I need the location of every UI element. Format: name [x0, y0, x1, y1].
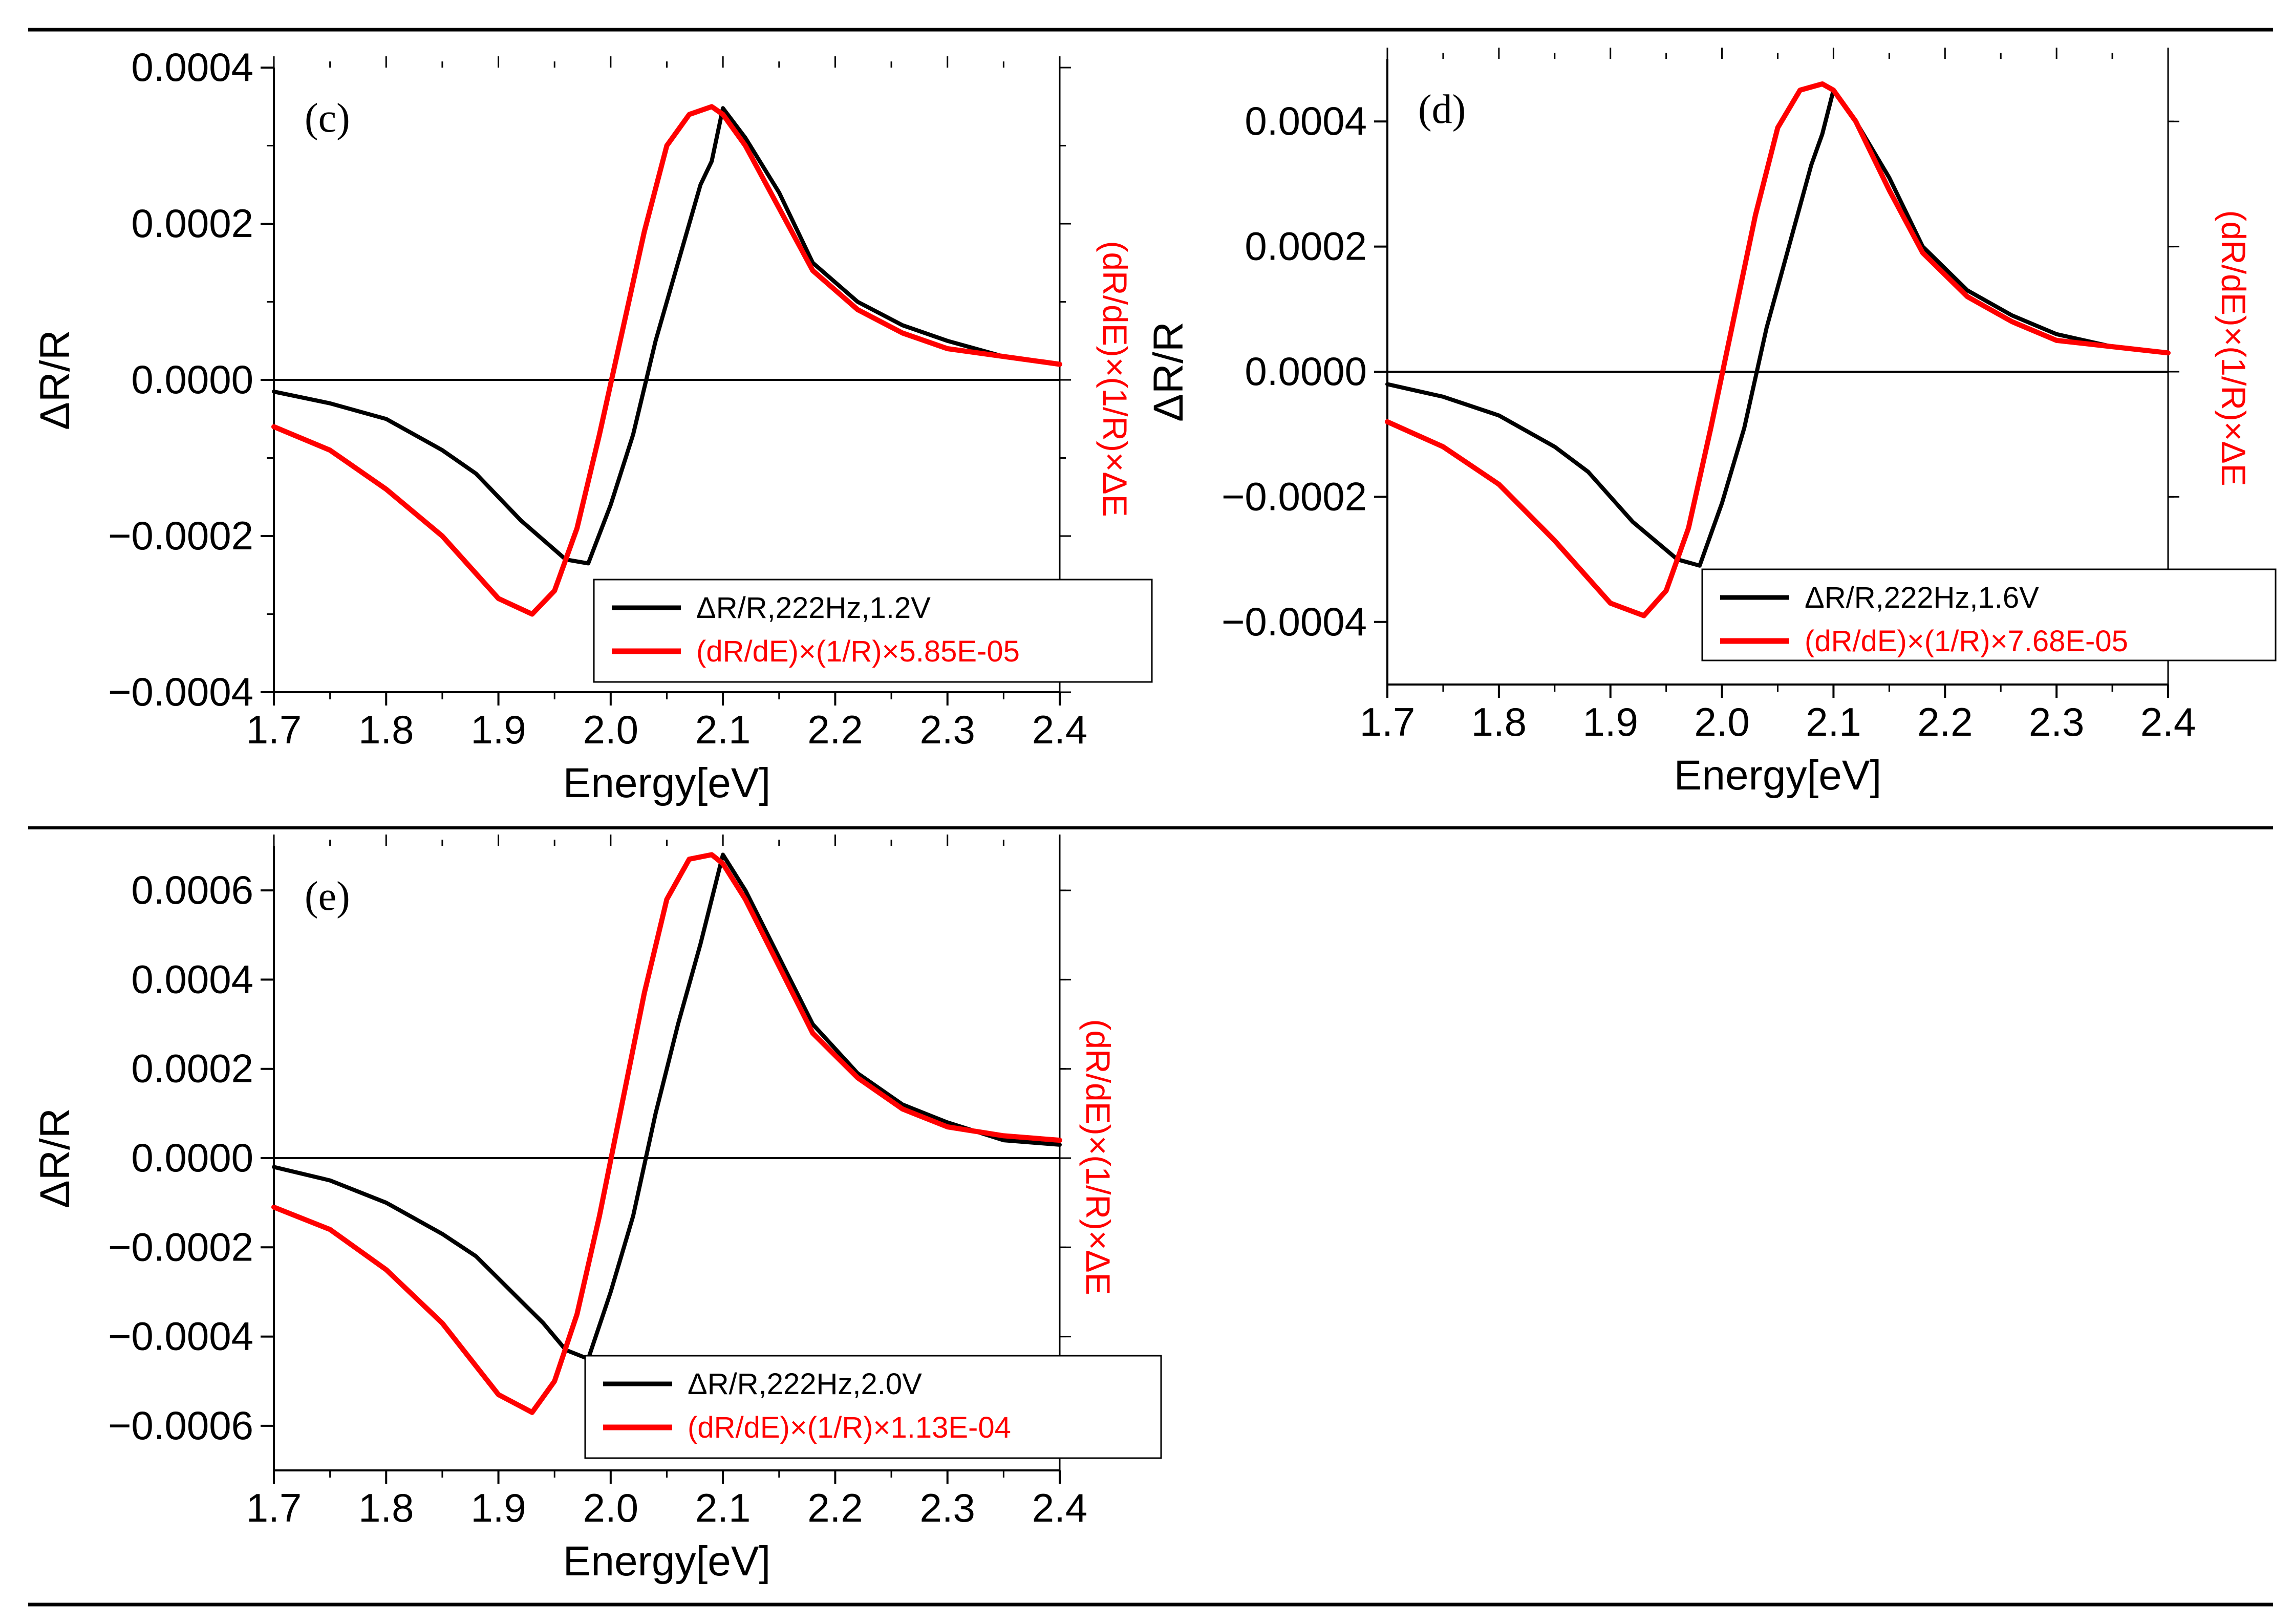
legend-box	[584, 1355, 1162, 1459]
y-tick-label: −0.0004	[108, 1314, 253, 1359]
legend-box	[593, 579, 1153, 683]
x-tick-label: 2.3	[919, 1485, 975, 1530]
y-tick-label: 0.0004	[1245, 98, 1367, 143]
x-tick-label: 1.7	[246, 1485, 302, 1530]
x-tick-label: 1.9	[1582, 699, 1638, 744]
legend-entry-label: ΔR/R,222Hz,1.6V	[1805, 581, 2039, 614]
x-axis-title: Energy[eV]	[563, 1538, 771, 1585]
y-axis-title: ΔR/R	[32, 1108, 78, 1208]
x-tick-label: 2.2	[807, 1485, 863, 1530]
x-tick-label: 2.2	[807, 707, 863, 752]
legend-entry-label: (dR/dE)×(1/R)×1.13E-04	[688, 1411, 1011, 1444]
x-tick-label: 2.4	[1032, 1485, 1087, 1530]
series-derivative-line	[271, 104, 1062, 617]
chart-panel-2: 1.7 1.8 1.9 2.0 2.1 2.2 2.3 2.4 0.0004 0.0002 0.00…	[1145, 48, 2277, 799]
x-tick-label: 1.9	[470, 1485, 526, 1530]
y-tick-label: −0.0004	[108, 669, 253, 714]
y-tick-label: 0.0006	[131, 867, 253, 912]
x-tick-label: 2.4	[2140, 699, 2196, 744]
x-tick-label: 2.3	[919, 707, 975, 752]
x-tick-label: 2.1	[1806, 699, 1861, 744]
chart-panel-1: 1.7 1.8 1.9 2.0 2.1 2.2 2.3 2.4 0.0004 0.0002 0.00…	[32, 45, 1153, 806]
series-derivative-line	[271, 852, 1062, 1415]
series-measured-line	[272, 852, 1062, 1361]
x-tick-label: 2.4	[1032, 707, 1087, 752]
legend-entry-label: (dR/dE)×(1/R)×7.68E-05	[1805, 625, 2128, 658]
x-tick-label: 2.2	[1917, 699, 1973, 744]
x-axis-title: Energy[eV]	[563, 760, 771, 806]
legend-entry-label: (dR/dE)×(1/R)×5.85E-05	[696, 635, 1020, 668]
x-tick-label: 1.8	[358, 1485, 414, 1530]
y2-axis-title: (dR/dE)×(1/R)×ΔE	[1096, 241, 1134, 517]
y-tick-label: −0.0004	[1221, 599, 1367, 644]
x-tick-label: 1.7	[1360, 699, 1415, 744]
chart-panel-3: 1.7 1.8 1.9 2.0 2.1 2.2 2.3 2.4 0.0006 0.0004 0.00…	[32, 835, 1162, 1585]
legend-box	[1701, 568, 2277, 661]
x-tick-label: 2.0	[583, 1485, 638, 1530]
y-tick-label: 0.0002	[1245, 224, 1367, 269]
legend-entry-label: ΔR/R,222Hz,1.2V	[696, 591, 931, 625]
y-tick-label: 0.0002	[131, 1046, 253, 1091]
y-tick-label: −0.0002	[108, 513, 253, 558]
series-measured-line	[1385, 88, 2170, 568]
x-tick-label: 2.0	[1694, 699, 1749, 744]
panel-label: (d)	[1418, 87, 1466, 132]
x-tick-label: 1.7	[246, 707, 302, 752]
y-tick-label: −0.0002	[1221, 474, 1367, 519]
y-tick-label: 0.0004	[131, 45, 253, 90]
y2-axis-title: (dR/dE)×(1/R)×ΔE	[1079, 1019, 1117, 1295]
y-axis-title: ΔR/R	[1145, 322, 1192, 422]
y-tick-label: 0.0000	[1245, 349, 1367, 394]
x-tick-label: 1.8	[358, 707, 414, 752]
x-tick-label: 2.0	[583, 707, 638, 752]
x-tick-label: 2.1	[695, 1485, 751, 1530]
y-tick-label: 0.0002	[131, 201, 253, 246]
series-measured-line	[272, 106, 1062, 566]
legend-entry-label: ΔR/R,222Hz,2.0V	[688, 1367, 922, 1401]
x-tick-label: 2.1	[695, 707, 751, 752]
y-tick-label: −0.0006	[108, 1403, 253, 1448]
y-axis-title: ΔR/R	[32, 330, 78, 430]
series-derivative-line	[1385, 81, 2171, 618]
x-tick-label: 1.8	[1471, 699, 1527, 744]
x-tick-label: 1.9	[470, 707, 526, 752]
y2-axis-title: (dR/dE)×(1/R)×ΔE	[2215, 210, 2253, 486]
y-tick-label: 0.0000	[131, 1135, 253, 1180]
x-tick-label: 2.3	[2029, 699, 2084, 744]
panel-label: (e)	[305, 874, 350, 919]
y-tick-label: −0.0002	[108, 1224, 253, 1269]
y-tick-label: 0.0004	[131, 956, 253, 1001]
panel-label: (c)	[305, 96, 350, 141]
y-tick-label: 0.0000	[131, 357, 253, 402]
x-axis-title: Energy[eV]	[1674, 752, 1882, 799]
